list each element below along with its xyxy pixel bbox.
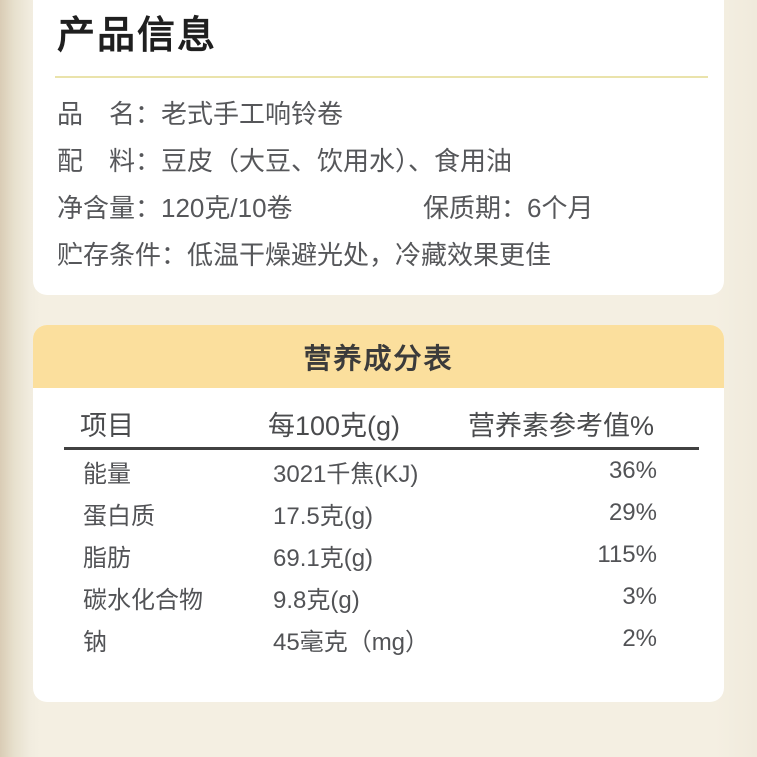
product-info-rows: 品 名： 老式手工响铃卷 配 料： 豆皮（大豆、饮用水）、食用油 净含量：120克/… (33, 78, 724, 279)
product-name-row: 品 名： 老式手工响铃卷 (57, 91, 700, 138)
product-name-label: 品 名： (57, 99, 162, 129)
product-name-value: 老式手工响铃卷 (161, 99, 344, 129)
nutrition-table-title-band: 营养成分表 (33, 325, 724, 388)
nutrient-nrv: 2% (622, 625, 657, 652)
net-content-value: 120克/10卷 (161, 193, 293, 223)
nutrient-amount: 69.1克(g) (273, 544, 374, 572)
table-row-carbohydrate: 碳水化合物 9.8克(g) 3% (64, 576, 699, 618)
shelf-life-pair: 保质期：6个月 (423, 185, 593, 232)
nutrition-table: 项目 每100克(g) 营养素参考值% 能量 3021千焦(KJ) 36% 蛋白… (33, 388, 724, 702)
net-content-label: 净含量： (57, 193, 162, 223)
table-row-energy: 能量 3021千焦(KJ) 36% (64, 450, 699, 492)
nutrition-header-row: 项目 每100克(g) 营养素参考值% (64, 388, 699, 447)
storage-value: 低温干燥避光处，冷藏效果更佳 (187, 240, 552, 270)
nutrient-amount: 9.8克(g) (273, 586, 360, 614)
nutrient-amount: 45毫克（mg） (273, 628, 430, 656)
nutrient-nrv: 29% (608, 499, 657, 526)
nutrient-nrv: 36% (608, 457, 657, 484)
header-divider-line (64, 447, 699, 450)
shelf-life-label: 保质期： (423, 193, 528, 223)
table-row-sodium: 钠 45毫克（mg） 2% (64, 618, 699, 660)
ingredients-value: 豆皮（大豆、饮用水）、食用油 (161, 146, 513, 176)
nutrition-table-title: 营养成分表 (303, 342, 454, 374)
nutrient-nrv: 115% (597, 541, 657, 568)
table-row-fat: 脂肪 69.1克(g) 115% (64, 534, 699, 576)
title-underline-divider (55, 76, 708, 78)
nutrient-name: 蛋白质 (83, 502, 155, 530)
nutrient-name: 碳水化合物 (83, 586, 203, 614)
storage-label: 贮存条件： (57, 240, 188, 270)
nutrient-amount: 3021千焦(KJ) (273, 460, 419, 488)
nutrient-name: 脂肪 (83, 544, 131, 572)
shelf-life-value: 6个月 (527, 193, 594, 223)
ingredients-label: 配 料： (57, 146, 162, 176)
net-content-pair: 净含量：120克/10卷 (57, 185, 423, 232)
column-header-item: 项目 (80, 411, 134, 441)
product-info-card: 产品信息 品 名： 老式手工响铃卷 配 料： 豆皮（大豆、饮用水）、食用油 净含量：… (33, 0, 724, 295)
nutrition-facts-card: 营养成分表 项目 每100克(g) 营养素参考值% 能量 3021千焦(KJ) … (33, 325, 724, 702)
nutrient-name: 能量 (83, 460, 131, 488)
page-title: 产品信息 (57, 15, 218, 57)
column-header-per100g: 每100克(g) (268, 411, 401, 441)
table-row-protein: 蛋白质 17.5克(g) 29% (64, 492, 699, 534)
nutrient-name: 钠 (83, 628, 107, 656)
nutrition-rows: 能量 3021千焦(KJ) 36% 蛋白质 17.5克(g) 29% 脂肪 69… (64, 450, 699, 702)
nutrient-nrv: 3% (622, 583, 657, 610)
nutrient-amount: 17.5克(g) (273, 502, 374, 530)
ingredients-row: 配 料： 豆皮（大豆、饮用水）、食用油 (57, 138, 700, 185)
storage-row: 贮存条件： 低温干燥避光处，冷藏效果更佳 (57, 232, 700, 279)
net-content-shelf-life-row: 净含量：120克/10卷 保质期：6个月 (57, 185, 700, 232)
column-header-nrv: 营养素参考值% (468, 411, 655, 441)
